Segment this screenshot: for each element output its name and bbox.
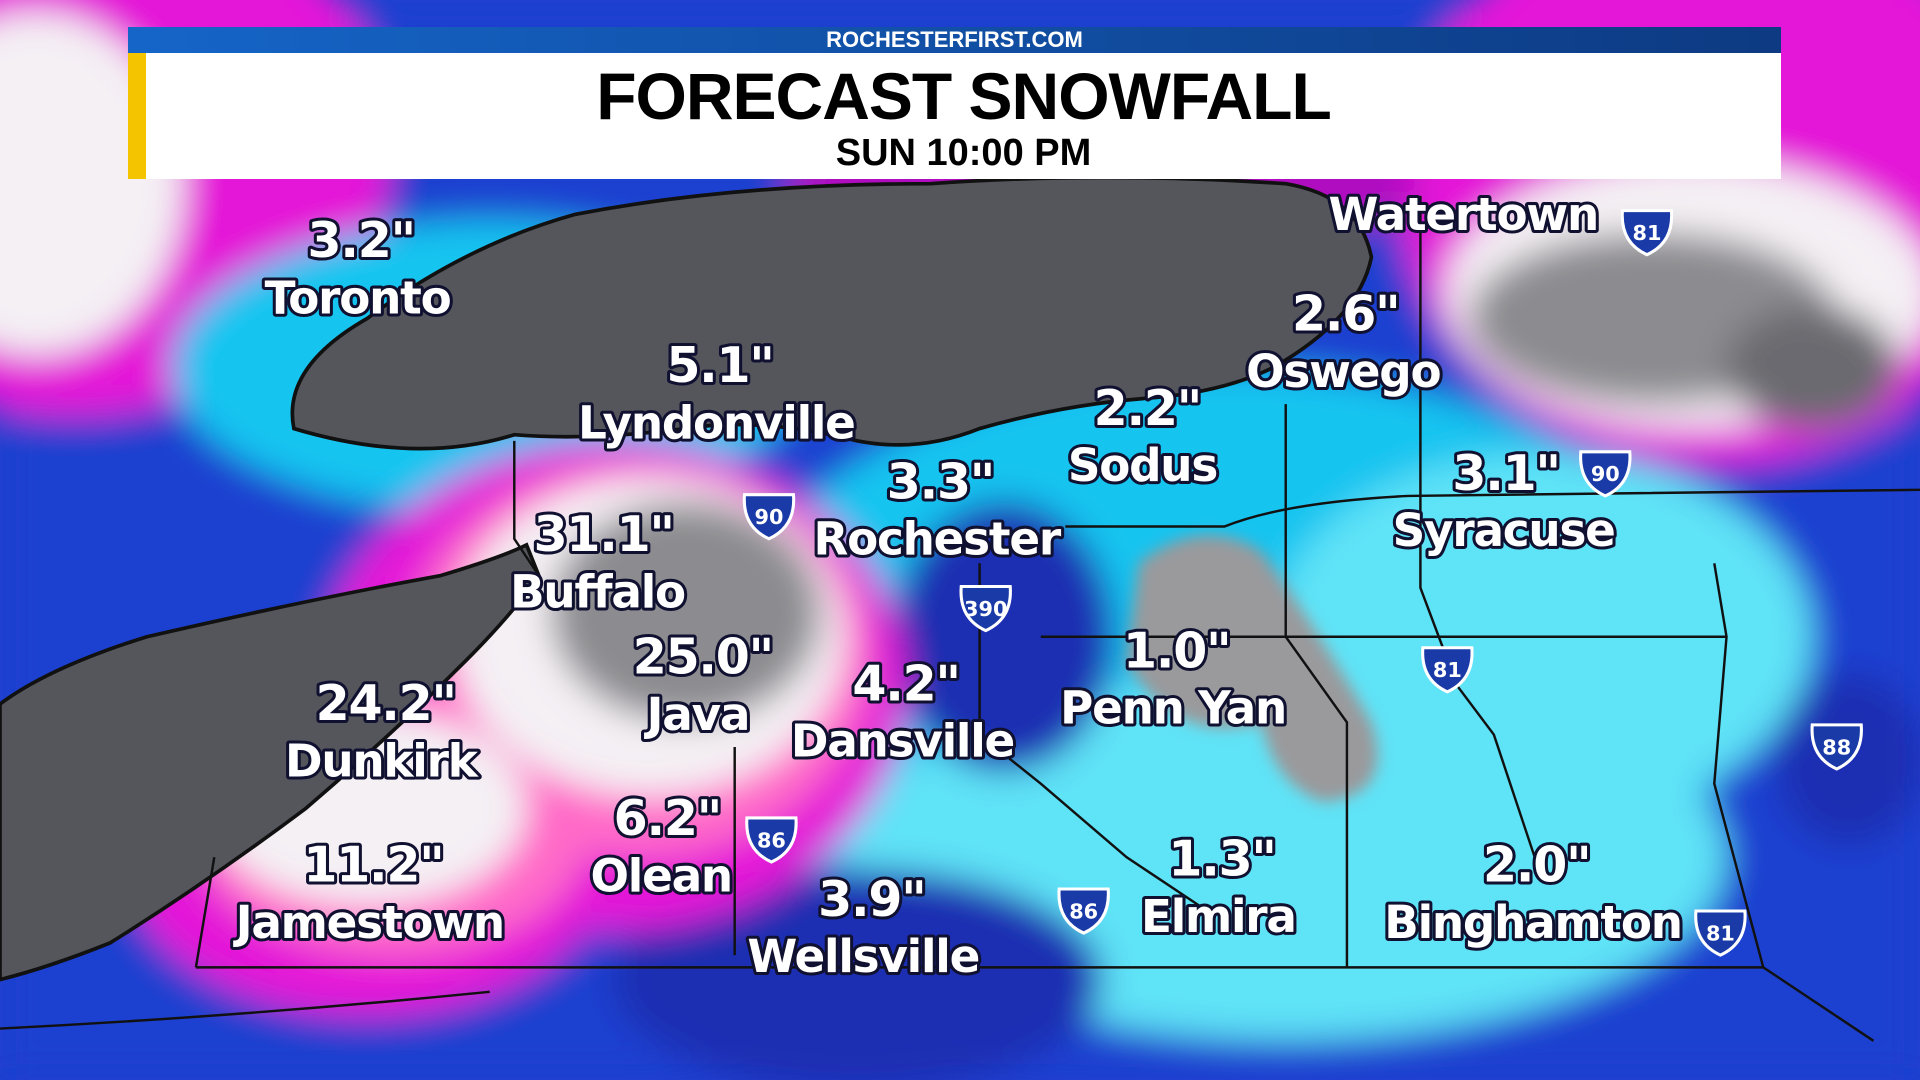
city-labels: 3.2"Toronto 5.1"Lyndonville 31.1"Buffalo… (230, 185, 1686, 986)
label-wellsville: 3.9"Wellsville (744, 868, 983, 986)
lake-penn-yan-gray-area (1126, 535, 1378, 803)
svg-text:Sodus: Sodus (1068, 439, 1217, 492)
svg-text:390: 390 (964, 597, 1007, 621)
label-olean: 6.2"Olean (587, 787, 736, 905)
svg-text:81: 81 (1632, 221, 1661, 245)
svg-text:1.0": 1.0" (1123, 622, 1230, 679)
svg-text:Syracuse: Syracuse (1393, 504, 1615, 557)
interstate-88-shield: 88 (1810, 723, 1863, 771)
svg-text:2.0": 2.0" (1483, 837, 1590, 894)
svg-text:88: 88 (1822, 735, 1851, 759)
svg-text:Dansville: Dansville (791, 715, 1014, 768)
brand-bar: ROCHESTERFIRST.COM (128, 27, 1781, 53)
header-panel: ROCHESTERFIRST.COM FORECAST SNOWFALL SUN… (128, 27, 1781, 179)
svg-text:Binghamton: Binghamton (1384, 896, 1682, 949)
label-oswego: 2.6"Oswego (1243, 283, 1445, 401)
svg-text:31.1": 31.1" (534, 506, 674, 563)
svg-text:86: 86 (1069, 899, 1098, 923)
svg-text:Elmira: Elmira (1141, 890, 1296, 943)
svg-text:3.1": 3.1" (1452, 445, 1559, 502)
label-watertown: Watertown (1325, 185, 1602, 244)
svg-text:Jamestown: Jamestown (233, 896, 504, 949)
interstate-81-shield: 81 (1421, 646, 1474, 694)
label-dunkirk: 24.2"Dunkirk (282, 672, 483, 790)
svg-text:Lyndonville: Lyndonville (578, 396, 855, 449)
svg-text:5.1": 5.1" (666, 337, 773, 394)
svg-text:1.3": 1.3" (1168, 831, 1275, 888)
label-jamestown: 11.2"Jamestown (230, 834, 509, 952)
svg-text:90: 90 (1591, 462, 1620, 486)
svg-text:Oswego: Oswego (1246, 345, 1440, 398)
forecast-time: SUN 10:00 PM (835, 132, 1092, 174)
interstate-shields: 90 90 86 81 88 390 81 86 81 (742, 209, 1863, 957)
svg-text:Watertown: Watertown (1329, 188, 1598, 241)
label-rochester: 3.3"Rochester (810, 450, 1066, 568)
svg-text:Toronto: Toronto (265, 271, 451, 324)
svg-text:4.2": 4.2" (852, 655, 959, 712)
svg-text:86: 86 (757, 828, 786, 852)
label-dansville: 4.2"Dansville (788, 652, 1019, 770)
svg-text:81: 81 (1433, 658, 1462, 682)
interstate-390-shield: 390 (959, 585, 1012, 633)
interstate-81-shield-north: 81 (1620, 209, 1674, 257)
lakes (0, 175, 1374, 982)
label-penn-yan: 1.0"Penn Yan (1057, 619, 1290, 737)
svg-text:Rochester: Rochester (813, 513, 1061, 566)
label-syracuse: 3.1"Syracuse (1390, 442, 1619, 560)
svg-text:3.9": 3.9" (818, 871, 925, 928)
svg-text:Java: Java (644, 688, 750, 741)
label-sodus: 2.2"Sodus (1065, 377, 1222, 495)
svg-text:Buffalo: Buffalo (510, 565, 685, 618)
lake-ontario (290, 175, 1374, 451)
svg-text:Olean: Olean (590, 849, 731, 902)
label-elmira: 1.3"Elmira (1138, 827, 1300, 945)
interstate-90-shield: 90 (742, 493, 796, 541)
svg-text:3.3": 3.3" (887, 453, 994, 510)
page-title: FORECAST SNOWFALL (596, 59, 1332, 133)
label-lyndonville: 5.1"Lyndonville (575, 334, 859, 452)
label-toronto: 3.2"Toronto (262, 209, 455, 327)
title-box: FORECAST SNOWFALL SUN 10:00 PM (128, 53, 1781, 179)
svg-text:3.2": 3.2" (308, 212, 415, 269)
svg-text:Penn Yan: Penn Yan (1060, 682, 1286, 735)
svg-text:81: 81 (1706, 921, 1735, 945)
label-binghamton: 2.0"Binghamton (1381, 834, 1686, 952)
svg-text:6.2": 6.2" (614, 790, 721, 847)
label-buffalo: 31.1"Buffalo (507, 503, 689, 621)
svg-text:11.2": 11.2" (303, 837, 443, 894)
svg-text:90: 90 (755, 505, 784, 529)
interstate-90-shield: 90 (1579, 450, 1632, 498)
label-java: 25.0"Java (630, 625, 778, 743)
interstate-81-shield-south: 81 (1694, 909, 1747, 957)
interstate-86-shield: 86 (745, 816, 798, 864)
svg-text:2.6": 2.6" (1292, 286, 1399, 343)
interstate-86-shield-east: 86 (1057, 887, 1110, 935)
svg-text:24.2": 24.2" (316, 675, 456, 732)
svg-text:Wellsville: Wellsville (747, 930, 979, 983)
lake-erie (0, 542, 541, 982)
svg-text:25.0": 25.0" (633, 628, 773, 685)
svg-text:2.2": 2.2" (1094, 380, 1201, 437)
svg-text:Dunkirk: Dunkirk (285, 734, 479, 787)
